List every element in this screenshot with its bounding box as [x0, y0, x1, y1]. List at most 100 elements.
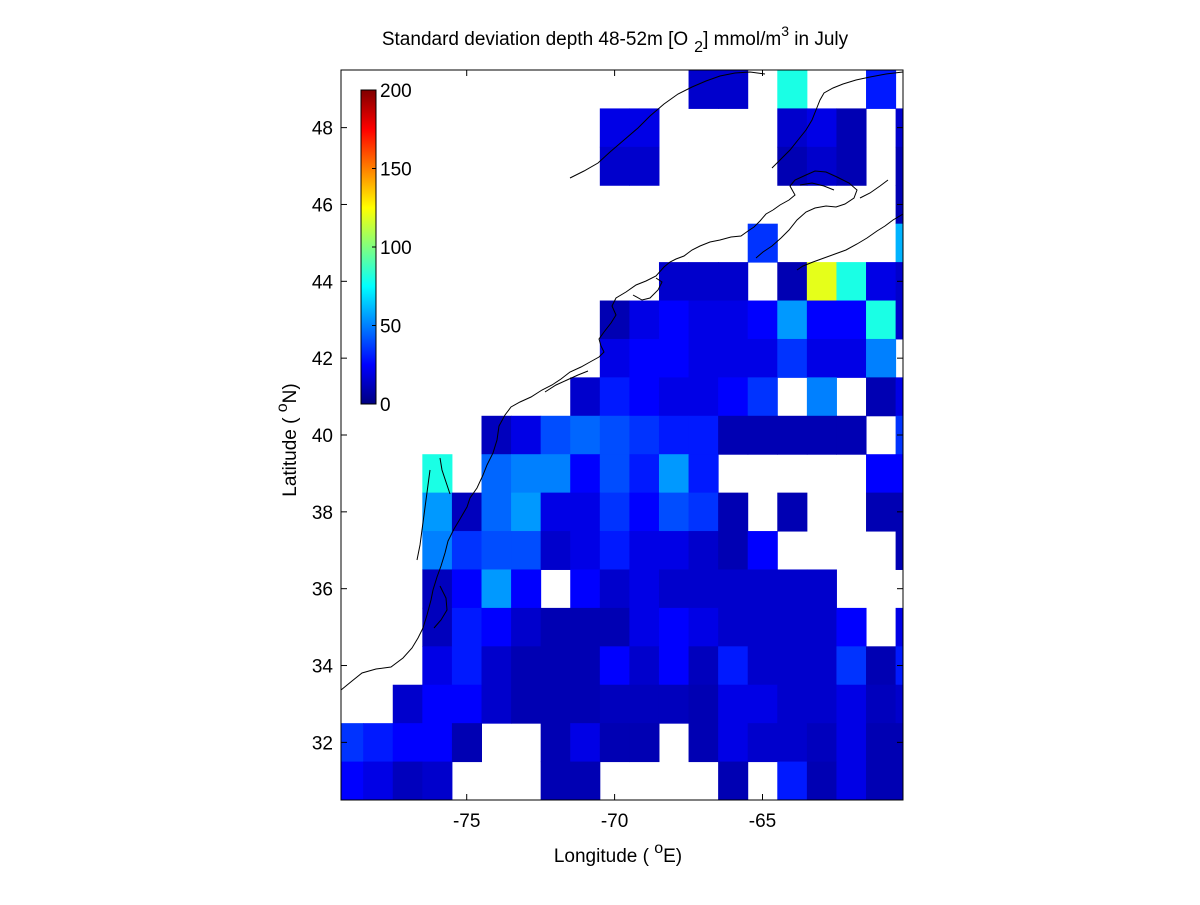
heatmap-cell	[363, 761, 394, 800]
coastline	[341, 71, 903, 691]
coastline-chesapeake	[416, 469, 431, 561]
heatmap-cell	[511, 607, 542, 647]
heatmap-cell	[658, 454, 690, 494]
heatmap-cell	[747, 531, 778, 570]
heatmap-cell	[895, 607, 903, 647]
colorbar-tick-label: 200	[380, 81, 412, 102]
heatmap-cell	[422, 492, 453, 532]
y-axis-label-end: N)	[280, 383, 301, 403]
coastline-delaware	[439, 457, 451, 495]
heatmap-cell	[570, 415, 601, 455]
heatmap-cell	[570, 684, 601, 724]
heatmap-cell	[540, 531, 571, 570]
heatmap-cell	[540, 454, 571, 494]
heatmap-cell	[629, 454, 660, 494]
heatmap-cell	[570, 377, 601, 417]
heatmap-cell	[629, 723, 660, 763]
heatmap-cell	[836, 761, 867, 800]
heatmap-cell	[688, 262, 719, 302]
y-tick-label: 32	[312, 733, 333, 754]
heatmap-cell	[511, 492, 542, 532]
x-axis-label-main: Longitude (	[554, 846, 654, 867]
heatmap-cell	[599, 723, 630, 763]
heatmap-cell	[511, 684, 542, 724]
y-axis-label-main: Latitude (	[280, 412, 301, 497]
heatmap-cell	[570, 569, 601, 609]
x-axis-ticks: -75 -70 -65	[453, 70, 776, 832]
heatmap-cell	[658, 531, 690, 570]
heatmap-cell	[658, 300, 690, 340]
heatmap-cell	[806, 761, 837, 800]
heatmap-cell	[481, 607, 512, 647]
heatmap-cell	[392, 723, 423, 763]
chart-title-end: in July	[789, 29, 849, 50]
heatmap-cell	[599, 338, 630, 378]
heatmap-cell	[895, 454, 903, 494]
heatmap-cell	[747, 723, 778, 763]
x-tick-label: -65	[749, 811, 776, 832]
y-tick-label: 36	[312, 580, 333, 601]
heatmap-cell	[777, 338, 808, 378]
heatmap-cell	[747, 646, 778, 686]
coastline-pei	[799, 182, 835, 191]
heatmap-cell	[629, 492, 660, 532]
heatmap-cell	[629, 415, 660, 455]
heatmap-cell	[629, 338, 660, 378]
x-axis-label: Longitude ( oE)	[554, 840, 682, 867]
heatmap-cell	[866, 70, 897, 109]
heatmap-cell	[599, 492, 630, 532]
heatmap-cell	[481, 684, 512, 724]
heatmap-cell	[718, 262, 749, 302]
heatmap-cell	[481, 646, 512, 686]
heatmap-cell	[599, 607, 630, 647]
coastline-cape-breton	[859, 179, 889, 199]
heatmap-cell	[392, 761, 423, 800]
heatmap-cell	[866, 723, 897, 763]
coastline-east-us	[341, 209, 774, 691]
y-tick-label: 34	[312, 657, 334, 678]
heatmap-cell	[895, 684, 903, 724]
heatmap-cell	[451, 569, 482, 609]
heatmap-cell	[688, 646, 719, 686]
heatmap-cell	[540, 415, 571, 455]
heatmap-cell	[895, 761, 903, 800]
x-axis-label-superscript: o	[654, 840, 663, 857]
heatmap-cell	[629, 531, 660, 570]
chart-title: Standard deviation depth 48-52m [O 2] mmo…	[382, 23, 849, 56]
heatmap-cell	[658, 492, 690, 532]
heatmap-cell	[718, 646, 749, 686]
heatmap-cell	[451, 684, 482, 724]
heatmap-cell	[629, 646, 660, 686]
heatmap-cell	[777, 684, 808, 724]
heatmap-cell	[540, 723, 571, 763]
heatmap-cell	[806, 569, 837, 609]
heatmap-cell	[540, 684, 571, 724]
heatmap-cell	[481, 492, 512, 532]
heatmap-cell	[599, 684, 630, 724]
heatmap-cell	[570, 607, 601, 647]
heatmap-cell	[807, 800, 837, 839]
heatmap-cell	[599, 108, 630, 148]
heatmap-cell	[599, 146, 630, 186]
y-axis-ticks: 32 34 36 38 40 42 44 46 48	[312, 119, 903, 754]
heatmap-cell	[511, 569, 542, 609]
heatmap-cell	[688, 492, 719, 532]
heatmap-cell	[392, 684, 423, 724]
heatmap-cell	[658, 684, 690, 724]
heatmap-cell	[836, 262, 867, 302]
heatmap-cell	[451, 607, 482, 647]
y-tick-label: 46	[312, 195, 333, 216]
heatmap-cell	[836, 723, 867, 763]
heatmap-cell	[747, 300, 778, 340]
heatmap-cell	[866, 761, 897, 800]
heatmap-cell	[422, 684, 453, 724]
coastline-new-brunswick	[755, 170, 858, 259]
heatmap-cell	[806, 646, 837, 686]
heatmap-cell	[836, 646, 867, 686]
heatmap-cell	[570, 492, 601, 532]
y-tick-label: 48	[312, 119, 333, 140]
heatmap-cell	[688, 377, 719, 417]
heatmap-cell	[777, 262, 808, 302]
heatmap-cell	[481, 531, 512, 570]
